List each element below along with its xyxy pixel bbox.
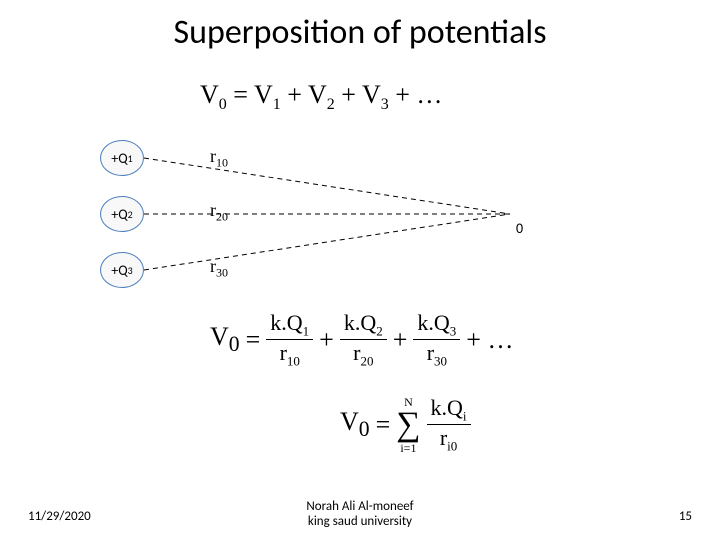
equation-expanded: V0 = k.Q1 r10 + k.Q2 r20 + k.Q3 r30 + … bbox=[210, 310, 513, 370]
eq2-frac1: k.Q1 r10 bbox=[266, 310, 313, 370]
eq1-plus: + bbox=[341, 80, 362, 109]
diagram-lines bbox=[80, 140, 560, 320]
charge-q3: +Q3 bbox=[100, 252, 144, 288]
eq2-lhs: V0 bbox=[210, 322, 240, 357]
eq1-eq: = bbox=[233, 80, 254, 109]
eq3-lhs: V0 bbox=[340, 407, 370, 442]
eq2-plus: + bbox=[393, 325, 408, 355]
footer-author: Norah Ali Al-moneef king saud university bbox=[0, 499, 720, 530]
eq2-trail: + … bbox=[466, 325, 513, 355]
r20-label: r20 bbox=[210, 200, 228, 225]
r30-label: r30 bbox=[210, 256, 228, 281]
point-zero-label: 0 bbox=[516, 220, 523, 237]
charge-q1: +Q1 bbox=[100, 140, 144, 176]
eq1-t3: V3 bbox=[362, 80, 389, 109]
sigma-icon: N ∑ i=1 bbox=[396, 396, 420, 454]
eq3-eq: = bbox=[376, 410, 391, 440]
eq2-frac3: k.Q3 r30 bbox=[413, 310, 460, 370]
equation-superposition: V0 = V1 + V2 + V3 + … bbox=[200, 80, 442, 114]
eq1-t1: V1 bbox=[254, 80, 281, 109]
page-title: Superposition of potentials bbox=[0, 12, 720, 53]
footer-page-number: 15 bbox=[679, 509, 692, 524]
charge-diagram: +Q1 +Q2 +Q3 r10 r20 r30 0 bbox=[80, 140, 560, 320]
r10-label: r10 bbox=[210, 146, 228, 171]
equation-summation: V0 = N ∑ i=1 k.Qi ri0 bbox=[340, 395, 471, 455]
charge-q2: +Q2 bbox=[100, 196, 144, 232]
eq2-eq: = bbox=[246, 325, 261, 355]
eq2-plus: + bbox=[319, 325, 334, 355]
eq1-lhs: V0 bbox=[200, 80, 227, 109]
eq3-frac: k.Qi ri0 bbox=[427, 395, 471, 455]
eq1-trail: + … bbox=[395, 80, 442, 109]
eq1-t2: V2 bbox=[308, 80, 335, 109]
eq2-frac2: k.Q2 r20 bbox=[340, 310, 387, 370]
eq1-plus: + bbox=[287, 80, 308, 109]
